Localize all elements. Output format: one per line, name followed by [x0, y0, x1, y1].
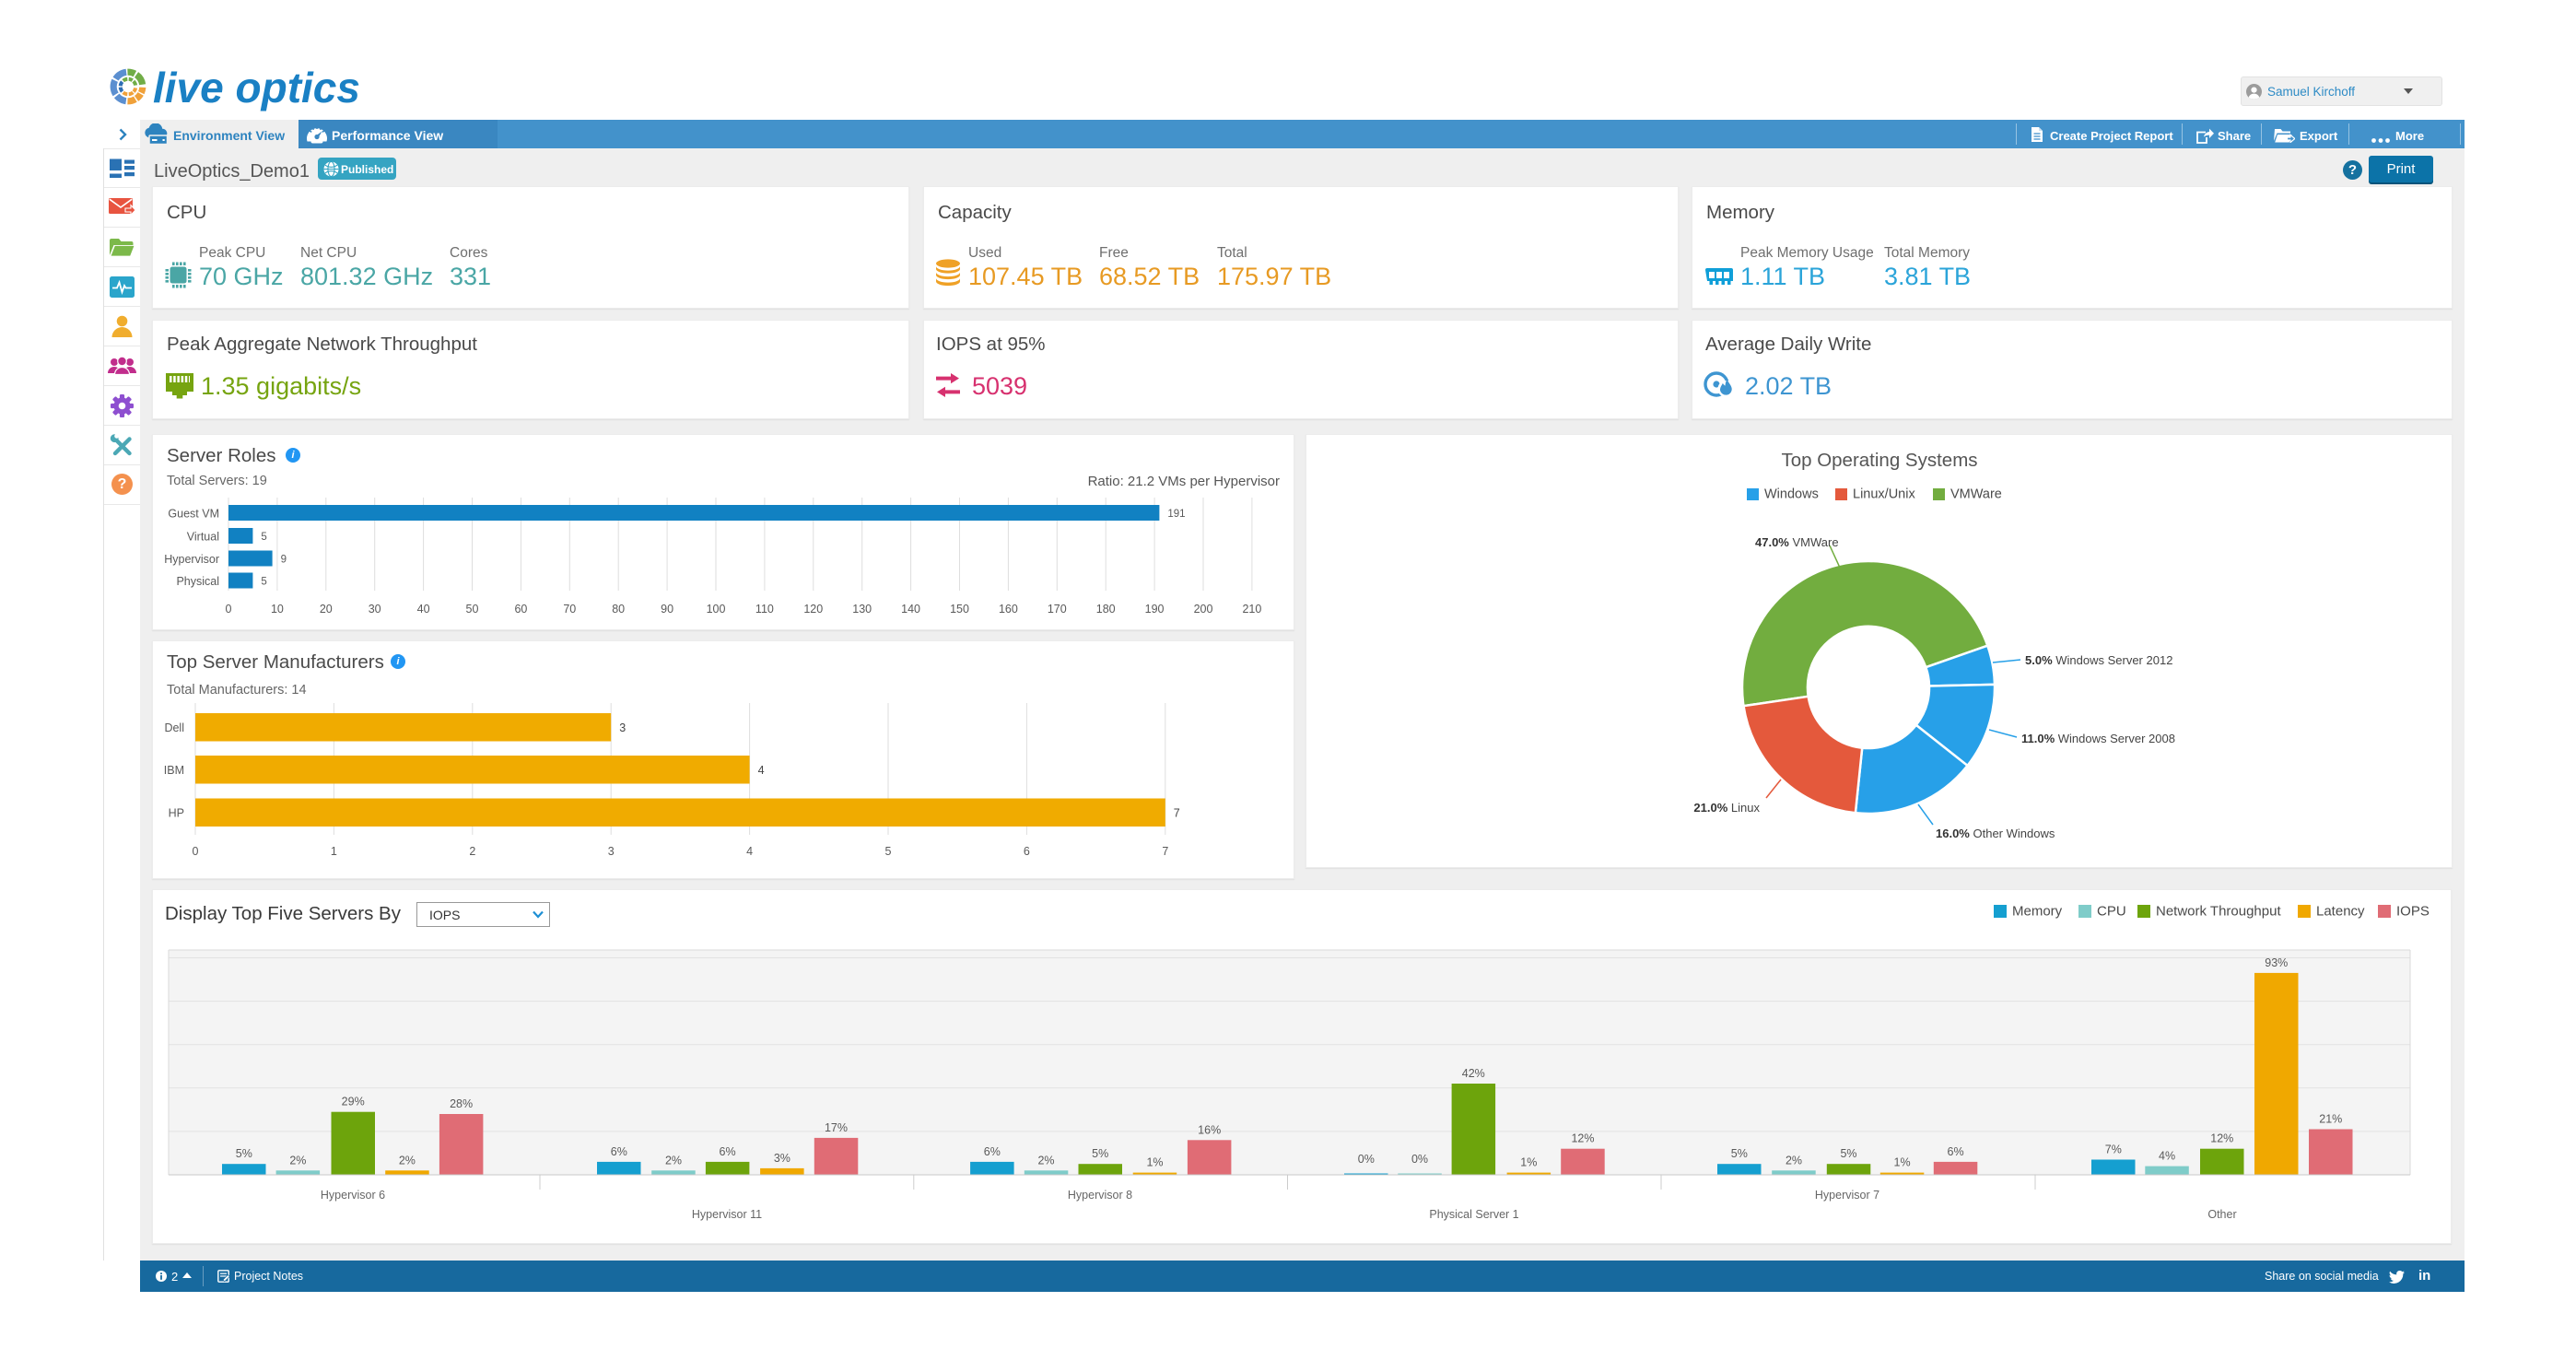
svg-text:Hypervisor: Hypervisor [164, 553, 219, 566]
svg-text:2%: 2% [665, 1154, 682, 1167]
svg-text:120: 120 [803, 603, 823, 616]
svg-text:5.0% Windows Server 2012: 5.0% Windows Server 2012 [2025, 653, 2172, 667]
svg-text:29%: 29% [342, 1096, 365, 1108]
svg-text:130: 130 [852, 603, 872, 616]
svg-text:4%: 4% [2159, 1150, 2175, 1163]
svg-text:5: 5 [885, 845, 892, 858]
svg-text:Physical: Physical [176, 575, 219, 588]
svg-text:VMWare: VMWare [1950, 487, 2002, 502]
svg-text:IOPS: IOPS [2396, 904, 2430, 920]
svg-text:1: 1 [331, 845, 337, 858]
svg-text:9: 9 [281, 555, 287, 566]
svg-text:4: 4 [758, 764, 765, 777]
svg-text:CPU: CPU [2097, 904, 2126, 920]
svg-text:Linux/Unix: Linux/Unix [1853, 487, 1915, 502]
svg-text:5: 5 [261, 532, 266, 543]
svg-text:180: 180 [1096, 603, 1116, 616]
svg-text:3%: 3% [774, 1152, 790, 1165]
svg-text:150: 150 [950, 603, 969, 616]
svg-text:5%: 5% [236, 1147, 252, 1160]
svg-text:191: 191 [1167, 509, 1185, 520]
svg-text:0%: 0% [1411, 1153, 1428, 1166]
svg-text:47.0% VMWare: 47.0% VMWare [1755, 535, 1839, 549]
svg-text:Dell: Dell [164, 721, 184, 734]
svg-text:3: 3 [608, 845, 615, 858]
svg-text:Virtual: Virtual [187, 531, 219, 544]
svg-text:6: 6 [1024, 845, 1030, 858]
svg-text:5%: 5% [1840, 1147, 1856, 1160]
svg-text:190: 190 [1145, 603, 1165, 616]
svg-text:170: 170 [1048, 603, 1067, 616]
svg-text:Hypervisor 11: Hypervisor 11 [692, 1208, 762, 1221]
svg-text:Network Throughput: Network Throughput [2156, 904, 2281, 920]
svg-text:1%: 1% [1520, 1156, 1537, 1169]
svg-text:6%: 6% [720, 1145, 736, 1158]
svg-text:Hypervisor 8: Hypervisor 8 [1068, 1189, 1132, 1202]
svg-text:Latency: Latency [2316, 904, 2365, 920]
svg-text:4: 4 [746, 845, 753, 858]
svg-text:2: 2 [469, 845, 475, 858]
svg-text:6%: 6% [611, 1145, 627, 1158]
svg-text:17%: 17% [825, 1121, 848, 1134]
svg-text:160: 160 [999, 603, 1018, 616]
svg-text:11.0% Windows Server 2008: 11.0% Windows Server 2008 [2021, 732, 2175, 745]
svg-text:Hypervisor 7: Hypervisor 7 [1815, 1189, 1879, 1202]
svg-text:5: 5 [261, 577, 266, 588]
svg-text:3: 3 [619, 721, 626, 734]
svg-text:110: 110 [755, 603, 774, 616]
svg-text:1%: 1% [1146, 1156, 1163, 1169]
svg-text:2%: 2% [399, 1154, 416, 1167]
svg-text:210: 210 [1242, 603, 1261, 616]
svg-text:90: 90 [661, 603, 673, 616]
svg-text:200: 200 [1194, 603, 1213, 616]
svg-text:HP: HP [169, 807, 184, 820]
svg-text:6%: 6% [984, 1145, 1001, 1158]
svg-text:7: 7 [1162, 845, 1168, 858]
svg-text:21%: 21% [2319, 1113, 2342, 1126]
svg-text:16.0% Other Windows: 16.0% Other Windows [1936, 827, 2055, 840]
svg-text:42%: 42% [1462, 1067, 1485, 1080]
svg-text:16%: 16% [1198, 1123, 1221, 1136]
svg-text:80: 80 [612, 603, 625, 616]
svg-text:Hypervisor 6: Hypervisor 6 [321, 1189, 385, 1202]
svg-text:10: 10 [271, 603, 284, 616]
svg-text:100: 100 [707, 603, 726, 616]
svg-text:5%: 5% [1731, 1147, 1748, 1160]
svg-text:20: 20 [320, 603, 333, 616]
svg-text:93%: 93% [2265, 956, 2288, 969]
svg-text:Memory: Memory [2012, 904, 2063, 920]
svg-text:21.0% Linux: 21.0% Linux [1693, 801, 1760, 815]
svg-text:1%: 1% [1894, 1156, 1911, 1169]
svg-text:Other: Other [2207, 1208, 2236, 1221]
svg-text:30: 30 [369, 603, 381, 616]
svg-text:5%: 5% [1092, 1147, 1108, 1160]
svg-text:2%: 2% [289, 1154, 306, 1167]
svg-text:28%: 28% [450, 1097, 473, 1110]
svg-text:0%: 0% [1358, 1153, 1375, 1166]
svg-text:70: 70 [563, 603, 576, 616]
svg-text:12%: 12% [1571, 1132, 1594, 1145]
svg-text:Windows: Windows [1764, 487, 1819, 502]
svg-text:2%: 2% [1037, 1154, 1054, 1167]
svg-text:12%: 12% [2210, 1132, 2233, 1145]
svg-text:60: 60 [514, 603, 527, 616]
svg-text:7%: 7% [2105, 1143, 2122, 1156]
svg-text:50: 50 [466, 603, 479, 616]
svg-text:Guest VM: Guest VM [168, 508, 219, 521]
svg-text:140: 140 [901, 603, 920, 616]
svg-text:2%: 2% [1786, 1154, 1802, 1167]
svg-text:0: 0 [193, 845, 199, 858]
svg-text:6%: 6% [1948, 1145, 1964, 1158]
svg-text:0: 0 [226, 603, 232, 616]
svg-text:7: 7 [1174, 807, 1180, 820]
svg-text:Top Operating Systems: Top Operating Systems [1781, 450, 1977, 471]
svg-text:Physical Server 1: Physical Server 1 [1429, 1208, 1518, 1221]
svg-text:IBM: IBM [164, 764, 184, 777]
svg-text:40: 40 [417, 603, 430, 616]
